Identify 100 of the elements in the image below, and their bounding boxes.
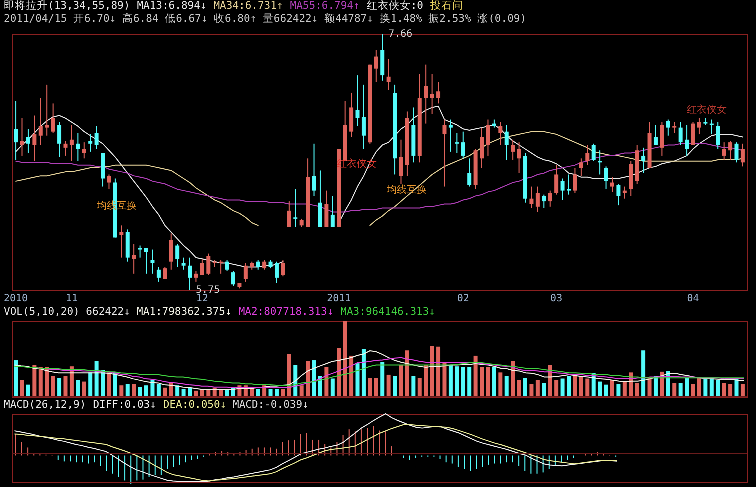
candlestick (685, 124, 690, 156)
candlestick (58, 122, 62, 158)
candlestick (225, 260, 230, 272)
bar (150, 380, 155, 397)
text: DIFF:0.03↓ (93, 399, 156, 412)
candlestick (45, 84, 50, 136)
candlestick (424, 64, 428, 124)
bar (20, 380, 24, 397)
candlestick (616, 184, 621, 206)
bar (343, 321, 348, 397)
text: 红衣侠女:0 (366, 0, 424, 13)
text: MA55:6.794↑ (290, 0, 360, 13)
candlestick (82, 142, 86, 160)
candlestick (430, 74, 434, 115)
annotation: 红衣侠女 (687, 104, 727, 116)
bar (566, 376, 571, 397)
candlestick (579, 158, 584, 177)
candlestick (362, 84, 366, 150)
candlestick (610, 176, 614, 193)
bar (126, 384, 130, 397)
bar (468, 367, 472, 397)
bar (430, 346, 434, 397)
bar (678, 383, 683, 397)
bar (120, 386, 124, 397)
candlestick (697, 118, 702, 136)
candlestick (399, 139, 404, 185)
bar (51, 376, 56, 397)
bar (274, 389, 279, 397)
bar (281, 389, 286, 397)
bar (486, 367, 490, 397)
candlestick (281, 260, 286, 278)
candlestick (107, 174, 112, 190)
candlestick (120, 225, 124, 258)
candlestick (188, 257, 192, 290)
candlestick (455, 132, 460, 154)
candlestick (678, 122, 683, 146)
candlestick (592, 143, 596, 162)
bar (287, 354, 292, 397)
candlestick (132, 244, 136, 274)
bar (616, 384, 621, 397)
candlestick (498, 122, 503, 146)
candlestick (20, 118, 24, 156)
candlestick (468, 158, 472, 188)
candlestick (442, 119, 447, 188)
text: DEA:0.050↓ (163, 399, 227, 412)
candlestick (32, 115, 37, 162)
bar (530, 384, 534, 397)
bar (76, 380, 80, 397)
bar (38, 367, 43, 397)
bar (436, 346, 441, 397)
bar (300, 386, 304, 397)
bar (536, 380, 540, 397)
candlestick (176, 244, 180, 268)
candlestick (330, 196, 335, 228)
bar (132, 384, 136, 397)
bar (163, 388, 168, 397)
bar (586, 378, 590, 397)
candlestick (542, 194, 546, 209)
bar (474, 356, 478, 397)
candlestick (287, 201, 292, 228)
candlestick (64, 140, 68, 156)
bar (418, 378, 422, 397)
bar (672, 383, 677, 397)
candlestick (274, 261, 279, 284)
bar (380, 362, 385, 397)
candlestick (324, 190, 329, 228)
bar (622, 382, 627, 397)
candlestick (70, 124, 74, 162)
bar (405, 350, 410, 397)
x-tick-label: 2010 (4, 294, 28, 304)
candlestick (76, 132, 80, 162)
candlestick (728, 140, 733, 160)
candlestick (622, 186, 627, 200)
candlestick (566, 174, 571, 196)
bar (350, 356, 354, 397)
candlestick (734, 142, 739, 164)
bar (685, 378, 690, 397)
bar (542, 383, 546, 397)
bar (82, 382, 86, 397)
candlestick (560, 178, 565, 201)
bar (64, 376, 68, 397)
candlestick (486, 119, 490, 156)
candlestick (642, 147, 646, 174)
text: MA3:964146.313↓ (340, 306, 436, 319)
candlestick (386, 58, 391, 91)
bar (412, 376, 416, 397)
bar (156, 384, 161, 397)
bar (524, 378, 528, 397)
bar (498, 372, 503, 397)
candlestick (604, 166, 608, 190)
candlestick (312, 143, 316, 197)
candlestick (511, 139, 516, 160)
candlestick (244, 262, 248, 282)
bar (442, 362, 447, 397)
bar (560, 378, 565, 397)
bar (691, 384, 696, 397)
candlestick (163, 266, 168, 280)
candlestick (144, 248, 149, 274)
bar (268, 389, 273, 397)
candlestick (156, 266, 161, 282)
